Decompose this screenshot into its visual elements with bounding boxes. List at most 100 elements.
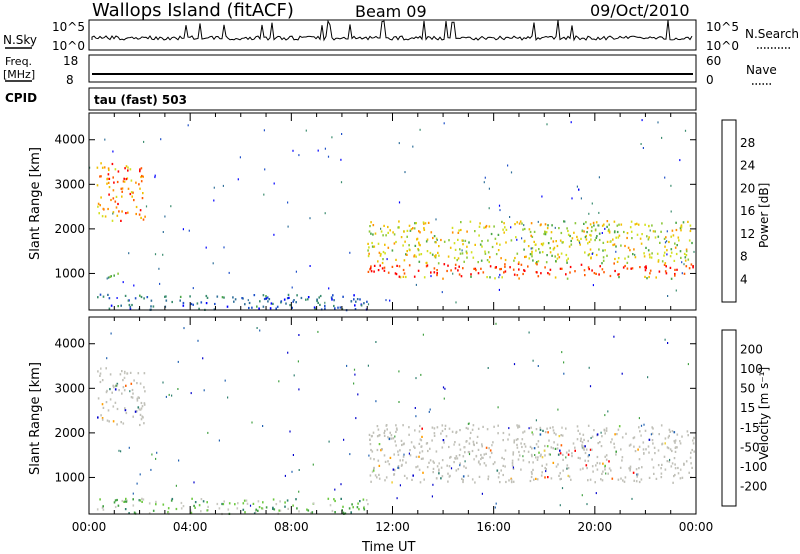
noise-cell [368, 454, 370, 457]
noise-cell [443, 397, 445, 400]
noise-cell [343, 438, 345, 441]
echo-cell [244, 303, 246, 306]
echo-cell [555, 465, 558, 468]
noise-cell [461, 249, 463, 252]
echo-cell [630, 267, 632, 270]
echo-cell [251, 306, 253, 309]
echo-cell [529, 253, 532, 256]
echo-cell [548, 439, 550, 442]
echo-cell [466, 245, 468, 248]
echo-cell [679, 477, 682, 480]
echo-cell [397, 226, 399, 229]
echo-cell [454, 248, 457, 251]
echo-cell [589, 448, 592, 451]
echo-cell [394, 440, 396, 443]
noise-cell [143, 140, 145, 143]
echo-cell [123, 376, 126, 379]
echo-cell [607, 472, 609, 475]
echo-cell [432, 467, 435, 470]
echo-cell [527, 245, 530, 248]
echo-cell [602, 241, 605, 244]
echo-cell [438, 469, 440, 472]
echo-cell [628, 467, 630, 470]
echo-cell [101, 417, 104, 420]
noise-cell [132, 492, 134, 495]
echo-cell [500, 257, 502, 260]
echo-cell [692, 266, 694, 269]
echo-cell [114, 505, 117, 509]
echo-cell [284, 505, 286, 508]
echo-cell [477, 448, 480, 451]
echo-cell [441, 429, 444, 433]
noise-cell [452, 272, 454, 275]
echo-cell [614, 257, 616, 261]
echo-cell [688, 267, 691, 270]
echo-cell [642, 448, 645, 451]
echo-cell [584, 236, 587, 239]
echo-cell [448, 475, 451, 478]
noise-cell [341, 133, 343, 135]
echo-cell [661, 463, 663, 466]
echo-cell [367, 255, 370, 258]
echo-cell [562, 241, 564, 244]
echo-cell [133, 511, 136, 514]
echo-cell [401, 443, 403, 447]
echo-cell [513, 259, 515, 262]
noise-cell [441, 291, 443, 294]
echo-cell [121, 210, 123, 213]
echo-cell [488, 260, 490, 264]
y-tick-label: 3000 [54, 381, 85, 395]
echo-cell [517, 262, 520, 265]
echo-cell [405, 275, 407, 279]
echo-cell [480, 457, 482, 461]
echo-cell [324, 304, 326, 307]
echo-cell [152, 305, 155, 308]
noise-cell [251, 421, 253, 424]
echo-cell [449, 246, 452, 249]
echo-cell [226, 305, 229, 308]
echo-cell [164, 295, 166, 298]
noise-cell [116, 297, 118, 299]
echo-cell [500, 267, 502, 271]
echo-cell [647, 238, 650, 241]
echo-cell [422, 221, 425, 224]
echo-cell [402, 268, 405, 272]
echo-cell [207, 509, 209, 512]
echo-cell [117, 272, 119, 275]
echo-cell [502, 473, 504, 477]
echo-cell [611, 438, 613, 441]
echo-cell [503, 231, 505, 234]
echo-cell [559, 452, 562, 455]
noise-cell [284, 474, 286, 477]
echo-cell [525, 255, 527, 258]
echo-cell [674, 268, 676, 271]
echo-cell [483, 462, 486, 465]
echo-cell [433, 235, 436, 238]
echo-cell [654, 230, 656, 233]
echo-cell [615, 245, 617, 248]
echo-cell [457, 468, 460, 471]
echo-cell [556, 447, 559, 450]
echo-cell [539, 251, 541, 254]
echo-cell [101, 379, 104, 382]
echo-cell [117, 504, 120, 507]
echo-cell [679, 227, 682, 230]
echo-cell [112, 420, 115, 423]
echo-cell [602, 462, 604, 465]
echo-cell [441, 446, 444, 449]
echo-cell [465, 250, 468, 253]
echo-cell [674, 467, 677, 470]
echo-cell [357, 502, 359, 505]
noise-cell [563, 361, 565, 364]
echo-cell [200, 301, 203, 304]
echo-cell [478, 225, 481, 228]
echo-cell [423, 478, 425, 481]
echo-cell [116, 423, 118, 426]
noise-cell [521, 237, 523, 240]
echo-cell [400, 439, 403, 442]
echo-cell [288, 296, 290, 299]
echo-cell [531, 431, 533, 434]
echo-cell [292, 504, 294, 507]
echo-cell [624, 476, 627, 479]
noise-cell [670, 184, 672, 187]
